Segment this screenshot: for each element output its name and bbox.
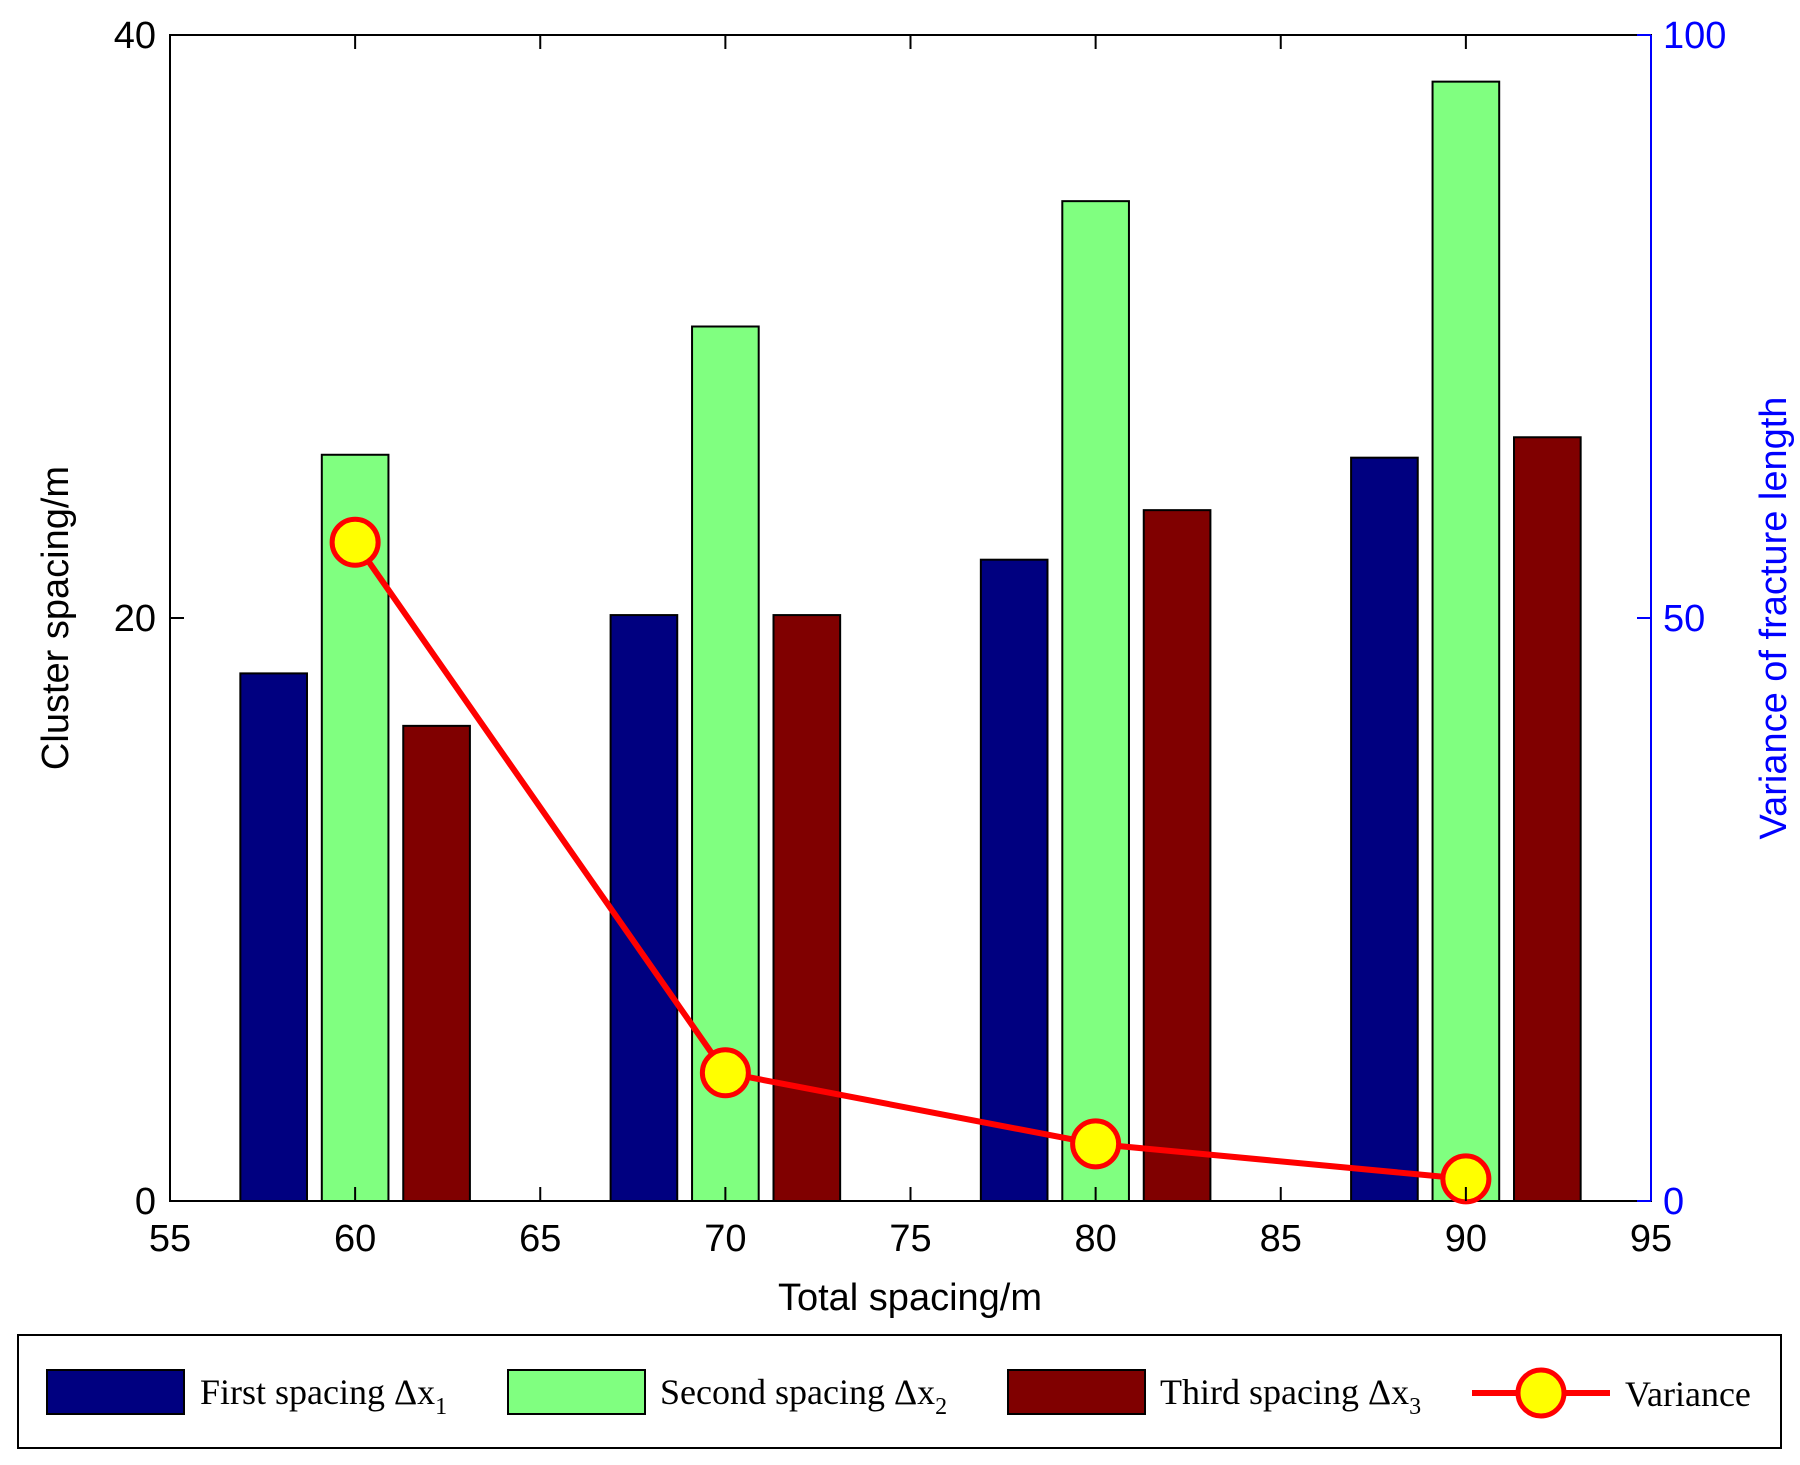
bar-series1-x80 bbox=[979, 558, 1049, 1202]
y2-tick-label-50: 50 bbox=[1663, 598, 1705, 640]
plot-area bbox=[169, 34, 1652, 1202]
x-axis-title: Total spacing/m bbox=[778, 1277, 1042, 1319]
bar-series3-x90 bbox=[1513, 436, 1582, 1202]
y-tick-label-20: 20 bbox=[114, 598, 156, 640]
legend-label-third: Third spacing Δx3 bbox=[1160, 1372, 1421, 1420]
x-tick-label-80: 80 bbox=[1074, 1218, 1116, 1260]
bar-series1-x70 bbox=[609, 614, 679, 1202]
bar-series1-x90 bbox=[1350, 456, 1419, 1202]
x-tick-label-95: 95 bbox=[1630, 1218, 1672, 1260]
bar-series3-x80 bbox=[1142, 509, 1212, 1202]
bar-series1-x60 bbox=[239, 672, 308, 1202]
y-tick-label-40: 40 bbox=[114, 15, 156, 57]
legend-swatch-first bbox=[46, 1369, 185, 1415]
x-tick-label-60: 60 bbox=[334, 1218, 376, 1260]
x-tick-label-85: 85 bbox=[1260, 1218, 1302, 1260]
variance-line bbox=[352, 540, 1467, 1182]
bar-series2-x80 bbox=[1061, 200, 1130, 1202]
bars-layer bbox=[239, 80, 1582, 1202]
y2-axis-title: Variance of fracture length bbox=[1753, 397, 1795, 840]
x-axis: 55 60 65 70 75 80 85 90 95 bbox=[149, 35, 1672, 1260]
variance-marker-x80 bbox=[1070, 1118, 1122, 1170]
x-tick-label-75: 75 bbox=[889, 1218, 931, 1260]
variance-marker-x90 bbox=[1440, 1153, 1492, 1205]
bar-series2-x90 bbox=[1431, 80, 1501, 1202]
legend: First spacing Δx1 Second spacing Δx2 Thi… bbox=[17, 1334, 1782, 1449]
y-tick-label-0: 0 bbox=[135, 1181, 156, 1223]
x-tick-label-90: 90 bbox=[1445, 1218, 1487, 1260]
x-tick-label-55: 55 bbox=[149, 1218, 191, 1260]
legend-label-first: First spacing Δx1 bbox=[200, 1372, 447, 1420]
y2-tick-label-100: 100 bbox=[1663, 15, 1726, 57]
legend-swatch-third bbox=[1007, 1369, 1146, 1415]
variance-marker-x60 bbox=[329, 516, 381, 568]
bar-series3-x60 bbox=[402, 724, 471, 1202]
bar-series3-x70 bbox=[772, 614, 842, 1202]
y-axis-title: Cluster spacing/m bbox=[35, 466, 77, 770]
legend-label-variance: Variance bbox=[1625, 1374, 1751, 1414]
legend-variance-marker bbox=[1515, 1367, 1567, 1419]
y2-tick-label-0: 0 bbox=[1663, 1181, 1684, 1223]
y-axis-left: 0 20 40 bbox=[114, 15, 184, 1223]
y-axis-right: 0 50 100 bbox=[1637, 15, 1726, 1223]
x-tick-label-70: 70 bbox=[704, 1218, 746, 1260]
legend-label-second: Second spacing Δx2 bbox=[660, 1372, 947, 1420]
variance-marker-x70 bbox=[699, 1047, 751, 1099]
legend-swatch-second bbox=[507, 1369, 646, 1415]
x-tick-label-65: 65 bbox=[519, 1218, 561, 1260]
variance-line-layer bbox=[329, 516, 1492, 1205]
